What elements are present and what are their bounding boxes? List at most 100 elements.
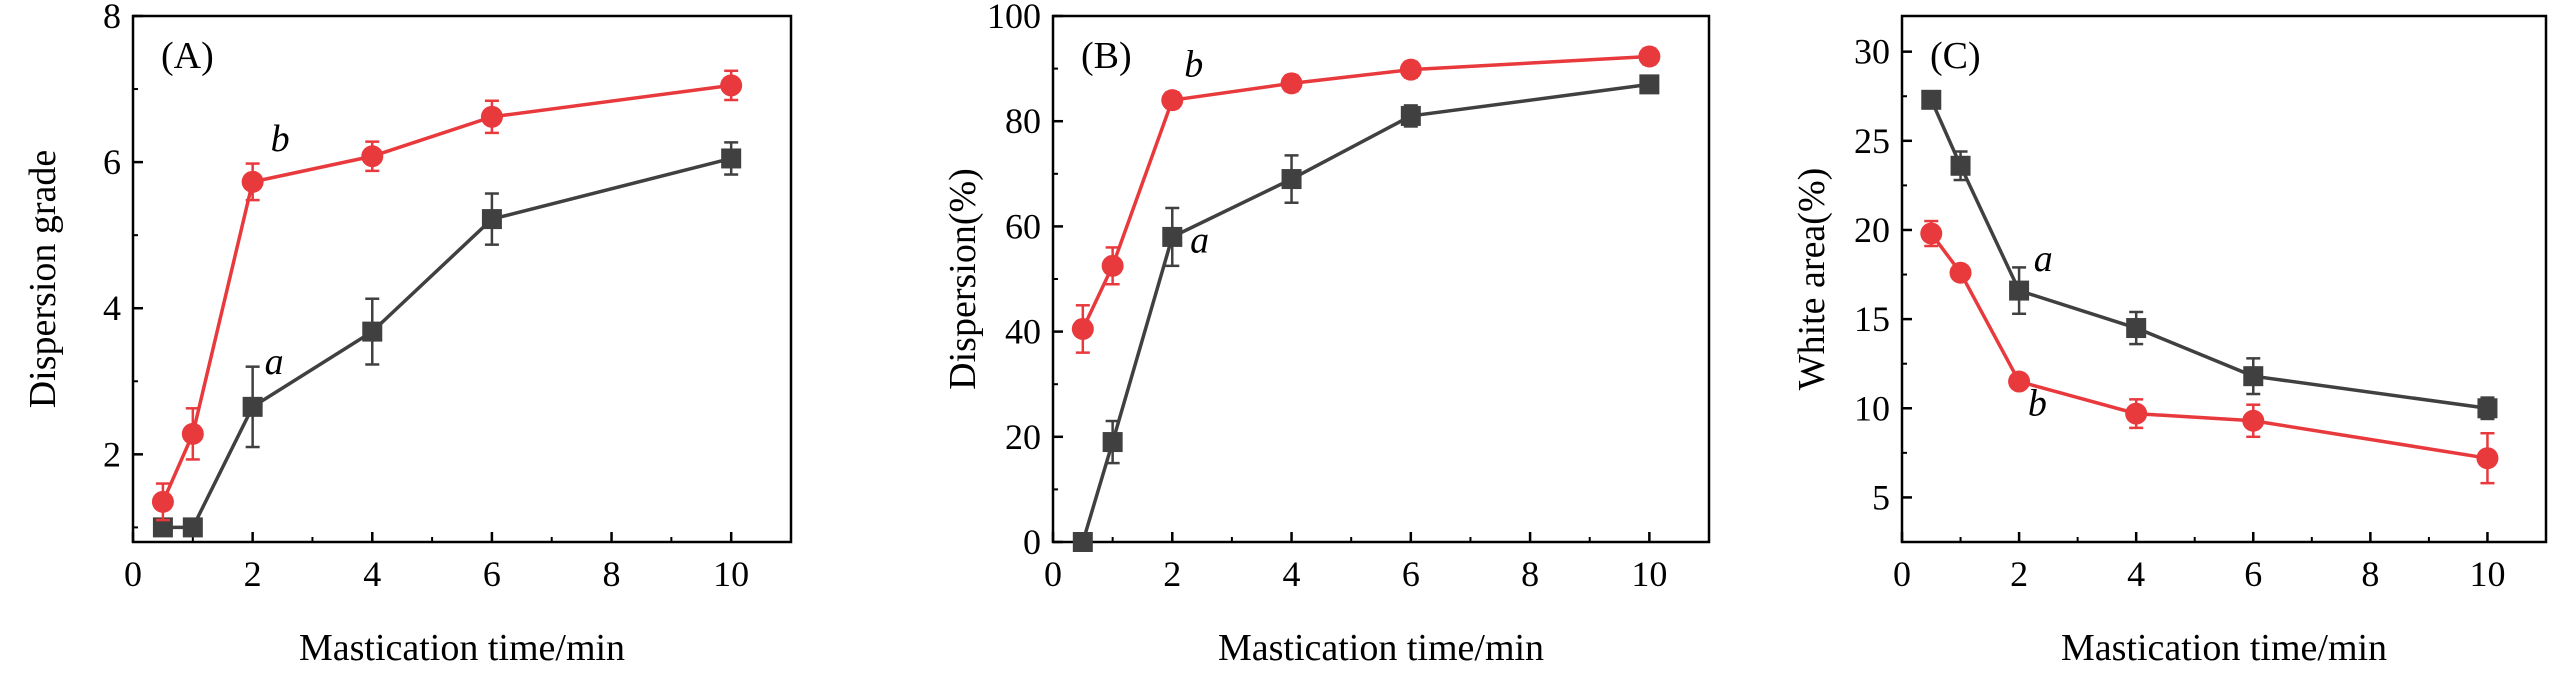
panel-a-marks: ab — [151, 69, 743, 538]
panel-a-series-b-line — [161, 83, 732, 503]
panel-a-frame — [131, 14, 793, 544]
panel-a-axes: 0 2 4 6 8 10 2 4 6 8 — [103, 0, 793, 594]
panel-a-series-a-point — [242, 396, 263, 417]
panel-a-ytick-label: 6 — [103, 142, 121, 182]
panel-a-series-a-point — [721, 148, 742, 169]
panel-a-series-b-point — [181, 422, 204, 445]
panel-b-xtick-label: 0 — [1044, 554, 1062, 594]
panel-a-series-a-point — [481, 209, 502, 230]
panel-a-xtick-label: 8 — [603, 554, 621, 594]
panel-b-label: (B) — [1081, 35, 1132, 77]
panel-a-series-b-point — [480, 105, 503, 128]
panel-b-series-b-point — [1101, 254, 1124, 277]
panel-a-ytick-label: 4 — [103, 288, 121, 328]
panel-c-ytick-label: 20 — [1854, 210, 1890, 250]
panel-c-ytick-label: 30 — [1854, 32, 1890, 72]
panel-c-series-a-point — [2126, 318, 2147, 339]
panel-c-series-b-point — [2476, 447, 2499, 470]
panel-c-series-b-point — [1949, 261, 1972, 284]
panel-b-ylabel: Dispersion(%) — [942, 168, 984, 390]
panel-c-xtick-label: 10 — [2469, 554, 2505, 594]
panel-c-ylabel: White area(%) — [1791, 168, 1833, 391]
panel-b-frame — [1051, 14, 1711, 544]
panel-a-xtick-label: 4 — [363, 554, 381, 594]
panel-c-xtick-label: 4 — [2127, 554, 2145, 594]
panel-b-xlabel: Mastication time/min — [1218, 627, 1544, 669]
panel-c-series-a-point — [1921, 89, 1942, 110]
panel-b-annotation-a: a — [1190, 220, 1209, 262]
panel-c-ytick-label: 10 — [1854, 388, 1890, 428]
panel-c-xtick-label: 6 — [2244, 554, 2262, 594]
panel-a-series-b-point — [720, 74, 743, 97]
panel-c-series-b-point — [1920, 222, 1943, 245]
panel-a-annotation-a: a — [265, 341, 284, 383]
panel-b-xtick-label: 4 — [1283, 554, 1301, 594]
panel-c-series-a-point — [2477, 398, 2498, 419]
panel-b-series-b-point — [1071, 317, 1094, 340]
panel-a-series-b-point — [151, 490, 174, 513]
panel-c-series-a-point — [2243, 366, 2264, 387]
panel-b-series-a-line — [1081, 82, 1650, 543]
panel-a-xtick-label: 6 — [483, 554, 501, 594]
panel-a-series-a-point — [182, 517, 203, 538]
panel-c-xtick-label: 8 — [2361, 554, 2379, 594]
panel-a-ytick-label: 8 — [103, 0, 121, 36]
panel-b-series-b-point — [1161, 89, 1184, 112]
panel-c-ytick-label: 25 — [1854, 121, 1890, 161]
panel-b-series-b-point — [1399, 58, 1422, 81]
panel-b-series-a-point — [1639, 74, 1660, 95]
panel-b-marks: ab — [1071, 43, 1661, 552]
panel-a-series-b-point — [241, 170, 264, 193]
panel-b-series-a-point — [1102, 432, 1123, 453]
panel-c-series-b-point — [2125, 402, 2148, 425]
panel-b-xtick-label: 6 — [1402, 554, 1420, 594]
panel-b-ytick-label: 40 — [1005, 312, 1041, 352]
panel-a-label: (A) — [161, 35, 214, 77]
panel-b-ytick-label: 0 — [1023, 522, 1041, 562]
panel-b-series-b-point — [1638, 45, 1661, 68]
panel-c-annotation-a: a — [2034, 238, 2053, 280]
panel-a-annotation-b: b — [271, 118, 290, 160]
panel-b-annotation-b: b — [1184, 43, 1203, 85]
panel-b-ytick-label: 20 — [1005, 417, 1041, 457]
panel-a-xtick-label: 2 — [244, 554, 262, 594]
panel-c-series-a-line — [1929, 99, 2488, 411]
panel-b-series-b-line — [1081, 54, 1650, 330]
panel-a-series-a-line — [162, 156, 732, 530]
panel-a-ylabel: Dispersion grade — [22, 150, 64, 409]
panel-c-xtick-label: 0 — [1893, 554, 1911, 594]
panel-a-series-a-point — [362, 321, 383, 342]
panel-b-xtick-label: 8 — [1521, 554, 1539, 594]
panel-c-series-b-point — [2008, 370, 2031, 393]
panel-c-series-b-point — [2242, 409, 2265, 432]
panel-c-ytick-label: 5 — [1872, 477, 1890, 517]
panel-b-series-a-point — [1400, 105, 1421, 126]
panel-a-xtick-label: 10 — [713, 554, 749, 594]
panel-b-xtick-label: 2 — [1163, 554, 1181, 594]
panel-c-label: (C) — [1930, 35, 1981, 77]
panel-b-ytick-label: 100 — [987, 0, 1041, 36]
panel-c-marks: ab — [1920, 89, 2499, 485]
panel-b-series-a-point — [1162, 226, 1183, 247]
panel-b-series-a-point — [1281, 169, 1302, 190]
panel-c-xtick-label: 2 — [2010, 554, 2028, 594]
panel-b-ytick-label: 80 — [1005, 101, 1041, 141]
panel-c-series-a-point — [2009, 280, 2030, 301]
panel-b-xtick-label: 10 — [1631, 554, 1667, 594]
panel-c-annotation-b: b — [2028, 382, 2047, 424]
panel-a-xlabel: Mastication time/min — [299, 627, 625, 669]
panel-c-xlabel: Mastication time/min — [2061, 627, 2387, 669]
panel-b-series-b-point — [1280, 72, 1303, 95]
panel-a-series-a-point — [152, 517, 173, 538]
panel-c-axes: 0 2 4 6 8 10 5 10 15 20 25 30 — [1854, 14, 2548, 594]
panel-b-ytick-label: 60 — [1005, 206, 1041, 246]
panel-a-ytick-label: 2 — [103, 434, 121, 474]
panel-a-series-b-point — [361, 145, 384, 168]
panel-b-series-a-point — [1072, 532, 1093, 552]
panel-c-series-a-point — [1950, 155, 1971, 176]
